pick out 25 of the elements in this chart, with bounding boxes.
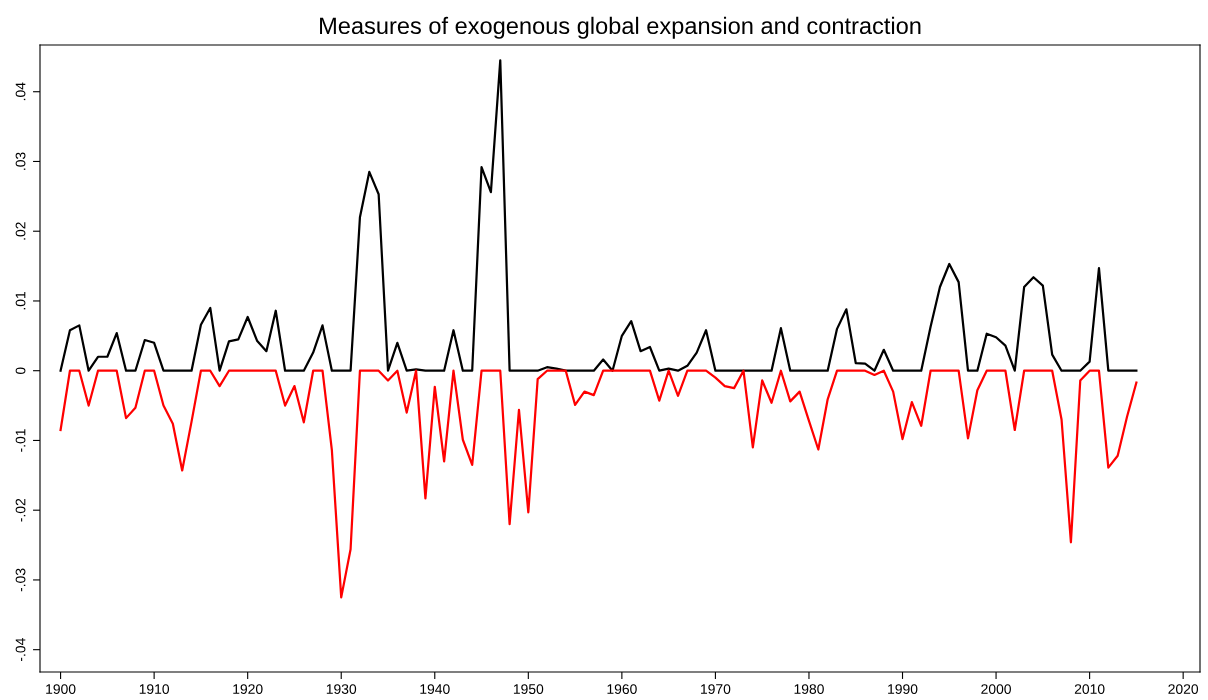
x-tick-label: 2000 xyxy=(981,684,1011,695)
x-tick-label: 1980 xyxy=(794,684,824,695)
line-series xyxy=(59,59,1138,372)
x-tick-label: 1900 xyxy=(46,684,76,695)
x-tick-label: 2020 xyxy=(1168,684,1199,695)
y-tick-label: -.01 xyxy=(15,429,26,452)
x-tick-label: 1920 xyxy=(233,684,263,695)
x-tick-label: 1940 xyxy=(420,684,450,695)
y-tick-label: 0 xyxy=(15,367,26,375)
y-tick-label: .01 xyxy=(15,291,26,310)
y-tick-label: .02 xyxy=(15,222,26,240)
chart-title: Measures of exogenous global expansion and contraction xyxy=(320,16,921,39)
x-tick-label: 1910 xyxy=(139,684,170,695)
x-tick-label: 1970 xyxy=(701,684,731,695)
y-tick-label: -.03 xyxy=(15,568,26,592)
y-tick-label: .03 xyxy=(15,152,26,170)
y-tick-label: .04 xyxy=(15,82,26,101)
x-tick-label: 1990 xyxy=(888,684,918,695)
y-tick-label: -.04 xyxy=(15,638,26,662)
y-tick-label: -.02 xyxy=(15,498,26,522)
x-tick-label: 1930 xyxy=(326,684,357,695)
x-tick-label: 2010 xyxy=(1074,684,1105,695)
x-tick-label: 1950 xyxy=(513,684,544,695)
x-tick-label: 1960 xyxy=(607,684,637,695)
line-series xyxy=(59,369,1138,599)
